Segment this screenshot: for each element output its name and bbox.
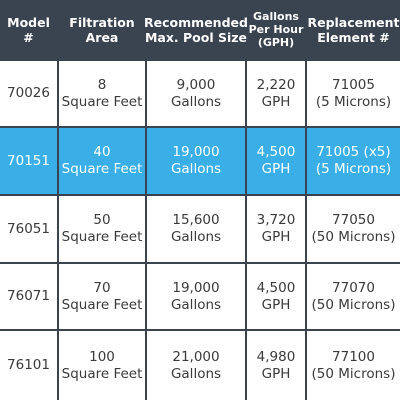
table-cell: 40 Square Feet — [59, 128, 145, 194]
table-cell: 70 Square Feet — [59, 264, 145, 329]
table-cell: 76101 — [0, 331, 57, 400]
cell-text: # — [23, 29, 34, 45]
cell-text: Square Feet — [61, 93, 143, 110]
cell-text: 50 — [93, 212, 111, 228]
cell-text: 15,600 — [172, 212, 220, 228]
table-cell: 19,000 Gallons — [147, 128, 245, 194]
header-cell: Filtration Area — [59, 0, 145, 59]
table-cell: 76051 — [0, 196, 57, 262]
cell-text: Element # — [317, 29, 390, 45]
cell-text: (GPH) — [257, 36, 295, 49]
cell-text: 9,000 — [176, 76, 216, 93]
table-cell: 77100 (50 Microns) — [307, 331, 400, 400]
cell-text: GPH — [261, 161, 291, 177]
table-cell: 70026 — [0, 61, 57, 126]
cell-text: 19,000 — [172, 279, 220, 296]
table-cell: 76071 — [0, 264, 57, 329]
cell-text: Square Feet — [61, 365, 143, 382]
cell-text: Replacement — [307, 14, 400, 30]
table-cell: 71005 (x5) (5 Microns) — [307, 128, 400, 194]
cell-text: GPH — [261, 229, 291, 245]
table-cell: 50 Square Feet — [59, 196, 145, 262]
cell-text: Square Feet — [61, 229, 143, 245]
table-cell: 3,720 GPH — [247, 196, 305, 262]
cell-text: (5 Microns) — [315, 93, 392, 110]
table-cell: 71005 (5 Microns) — [307, 61, 400, 126]
cell-text: 2,220 — [256, 76, 296, 93]
cell-text: Max. Pool Size — [144, 29, 248, 45]
cell-text: 71005 — [332, 76, 375, 93]
cell-text: 40 — [93, 144, 111, 160]
cell-text: (50 Microns) — [311, 229, 396, 245]
cell-text: 3,720 — [256, 212, 296, 228]
table-cell: 77070 (50 Microns) — [307, 264, 400, 329]
table-cell: 9,000 Gallons — [147, 61, 245, 126]
table-cell: 4,980 GPH — [247, 331, 305, 400]
cell-text: 4,500 — [256, 144, 296, 160]
cell-text: 19,000 — [172, 144, 220, 160]
cell-text: (50 Microns) — [311, 365, 396, 382]
table-cell: 4,500 GPH — [247, 264, 305, 329]
cell-text: GPH — [261, 93, 291, 110]
cell-text: 70151 — [7, 152, 50, 169]
header-cell: Recommended Max. Pool Size — [144, 0, 248, 59]
cell-text: 21,000 — [172, 348, 220, 365]
cell-text: 8 — [97, 76, 107, 93]
cell-text: Filtration — [69, 14, 135, 30]
cell-text: Square Feet — [61, 161, 143, 177]
header-cell: Model # — [0, 0, 57, 59]
header-cell: Replacement Element # — [307, 0, 400, 59]
table-cell: 4,500 GPH — [247, 128, 305, 194]
table-cell: 21,000 Gallons — [147, 331, 245, 400]
cell-text: Gallons — [170, 161, 222, 177]
table-cell: 15,600 Gallons — [147, 196, 245, 262]
cell-text: 77050 — [332, 212, 375, 228]
cell-text: (50 Microns) — [311, 296, 396, 313]
cell-text: GPH — [261, 365, 291, 382]
cell-text: Gallons — [170, 229, 222, 245]
cell-text: 4,980 — [256, 348, 296, 365]
table-cell: 70151 — [0, 128, 57, 194]
cell-text: 70 — [93, 279, 111, 296]
cell-text: 4,500 — [256, 279, 296, 296]
cell-text: Gallons — [170, 296, 222, 313]
cell-text: 71005 (x5) — [316, 144, 391, 160]
cell-text: GPH — [261, 296, 291, 313]
cell-text: 76101 — [7, 357, 50, 373]
table-cell: 8 Square Feet — [59, 61, 145, 126]
cell-text: Gallons — [170, 93, 222, 110]
cell-text: Per Hour — [248, 23, 304, 36]
cell-text: Square Feet — [61, 296, 143, 313]
table-cell: 2,220 GPH — [247, 61, 305, 126]
table-cell: 19,000 Gallons — [147, 264, 245, 329]
cell-text: 70026 — [7, 85, 50, 101]
cell-text: Area — [85, 29, 119, 45]
cell-text: 100 — [89, 348, 115, 365]
cell-text: 76071 — [7, 288, 50, 304]
cell-text: 76051 — [7, 220, 50, 237]
cell-text: Gallons — [253, 10, 299, 23]
cell-text: Gallons — [170, 365, 222, 382]
cell-text: 77100 — [332, 348, 375, 365]
header-cell: Gallons Per Hour (GPH) — [247, 0, 305, 59]
cell-text: Model — [7, 14, 50, 30]
table-cell: 100 Square Feet — [59, 331, 145, 400]
cell-text: 77070 — [332, 279, 375, 296]
cell-text: (5 Microns) — [315, 161, 392, 177]
table-cell: 77050 (50 Microns) — [307, 196, 400, 262]
cell-text: Recommended — [144, 14, 248, 30]
